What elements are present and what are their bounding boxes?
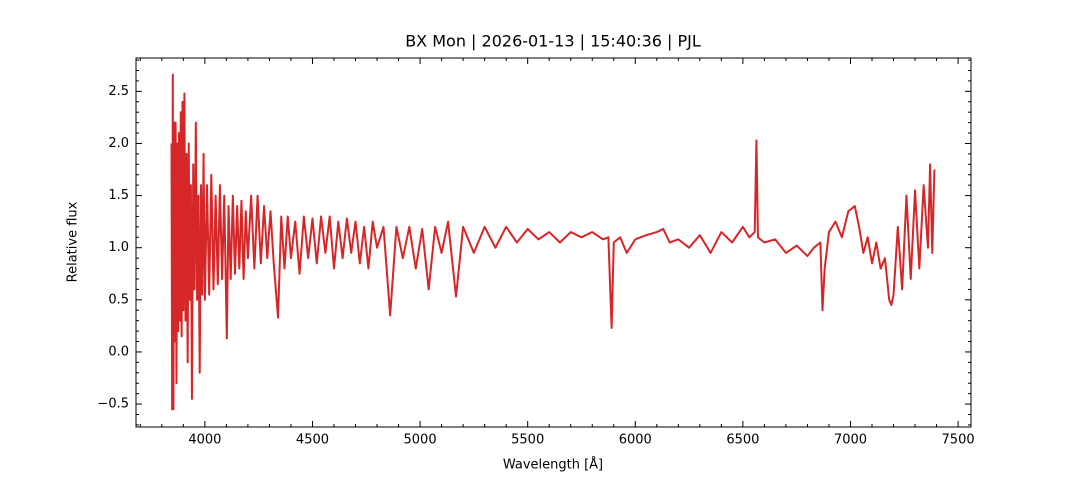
y-tick-label: 0.5 (108, 292, 129, 307)
y-tick-label: 2.0 (108, 136, 129, 151)
x-tick-label: 5500 (511, 433, 544, 448)
x-tick-label: 6500 (726, 433, 759, 448)
x-tick-label: 4500 (296, 433, 329, 448)
x-tick-label: 4000 (188, 433, 221, 448)
y-tick-label: 2.5 (108, 84, 129, 99)
y-tick-label: −0.5 (97, 397, 129, 412)
y-tick-label: 1.0 (108, 240, 129, 255)
x-tick-label: 5000 (404, 433, 437, 448)
y-axis-label: Relative flux (66, 201, 81, 282)
x-tick-label: 7500 (942, 433, 975, 448)
spectrum-line (170, 73, 936, 411)
y-tick-label: 0.0 (108, 344, 129, 359)
x-axis-label: Wavelength [Å] (503, 457, 603, 473)
chart-title: BX Mon | 2026-01-13 | 15:40:36 | PJL (405, 32, 701, 51)
x-tick-label: 7000 (834, 433, 867, 448)
plot-frame (135, 57, 972, 428)
x-tick-label: 6000 (619, 433, 652, 448)
y-tick-label: 1.5 (108, 188, 129, 203)
